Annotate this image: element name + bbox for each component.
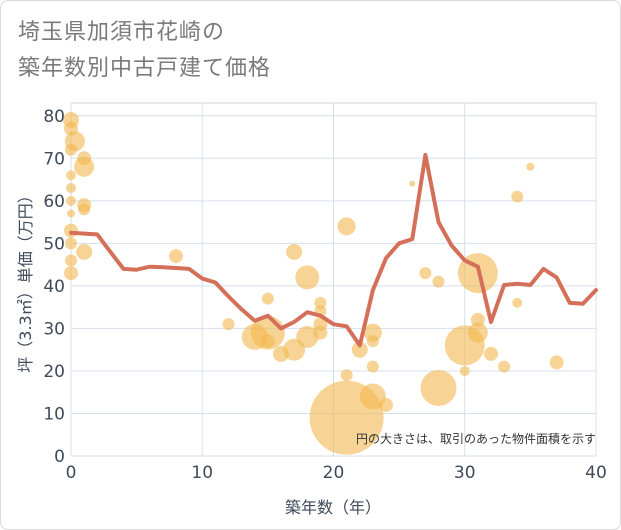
bubble-51 xyxy=(498,360,511,373)
bubble-8 xyxy=(66,195,76,206)
bubble-41 xyxy=(409,180,416,187)
bubble-55 xyxy=(549,355,564,370)
x-tick-20: 20 xyxy=(323,463,345,483)
bubble-17 xyxy=(169,249,183,264)
bubble-36 xyxy=(363,323,382,342)
bubble-53 xyxy=(512,297,523,308)
bubble-20 xyxy=(261,292,274,305)
bubble-6 xyxy=(66,170,76,181)
bubble-38 xyxy=(366,360,379,373)
y-tick-30: 30 xyxy=(43,319,65,339)
chart-title-line-1: 埼玉県加須市花崎の xyxy=(18,20,226,45)
y-tick-50: 50 xyxy=(43,234,65,254)
x-tick-10: 10 xyxy=(191,463,213,483)
y-tick-10: 10 xyxy=(43,404,65,424)
y-tick-20: 20 xyxy=(43,362,65,382)
bubble-32 xyxy=(337,217,356,236)
size-note: 円の大きさは、取引のあった物件面積を示す xyxy=(356,431,596,446)
x-tick-labels: 0 10 20 30 40 xyxy=(66,463,607,483)
y-tick-0: 0 xyxy=(54,447,65,467)
average-price-line xyxy=(69,152,598,348)
chart-title: 埼玉県加須市花崎の 築年数別中古戸建て価格 xyxy=(18,15,271,87)
bubble-54 xyxy=(526,162,535,171)
average-line-series xyxy=(69,152,598,348)
bubble-43 xyxy=(432,275,445,288)
y-tick-labels: 0 10 20 30 40 50 60 70 80 xyxy=(43,107,65,467)
bubble-13 xyxy=(65,237,77,250)
bubble-3 xyxy=(65,143,77,156)
bubble-15 xyxy=(65,254,77,267)
bubble-18 xyxy=(222,318,235,331)
y-axis-label: 坪（3.3㎡）単価（万円） xyxy=(16,187,35,372)
bubble-28 xyxy=(314,296,327,309)
bubble-37 xyxy=(366,335,379,348)
bubble-31 xyxy=(313,325,328,340)
bubble-42 xyxy=(419,267,432,280)
x-axis-label: 築年数（年） xyxy=(285,498,381,517)
x-tick-40: 40 xyxy=(585,463,607,483)
bubble-46 xyxy=(459,365,470,376)
bubble-33 xyxy=(340,369,353,382)
bubble-10 xyxy=(78,203,91,216)
x-tick-0: 0 xyxy=(66,463,77,483)
bubble-44 xyxy=(420,369,457,406)
bubble-27 xyxy=(296,325,319,348)
bubble-14 xyxy=(76,243,93,260)
bubble-40 xyxy=(379,397,393,412)
bubble-52 xyxy=(511,190,524,203)
bubble-49 xyxy=(467,322,488,343)
bubble-5 xyxy=(74,156,95,177)
y-tick-40: 40 xyxy=(43,277,65,297)
bubble-26 xyxy=(295,265,320,290)
bubble-35 xyxy=(351,341,368,358)
bubble-22 xyxy=(260,334,275,349)
y-tick-70: 70 xyxy=(43,149,65,169)
bubble-7 xyxy=(66,183,76,194)
chart-title-line-2: 築年数別中古戸建て価格 xyxy=(18,56,272,81)
bubble-16 xyxy=(64,266,78,281)
y-tick-60: 60 xyxy=(43,192,65,212)
bubble-50 xyxy=(484,346,498,361)
bubble-25 xyxy=(286,243,303,260)
grid-lines xyxy=(70,103,597,457)
bubble-12 xyxy=(64,223,78,238)
x-tick-30: 30 xyxy=(454,463,476,483)
bubble-series xyxy=(63,112,564,455)
bubble-11 xyxy=(67,209,75,218)
y-tick-80: 80 xyxy=(43,107,65,127)
